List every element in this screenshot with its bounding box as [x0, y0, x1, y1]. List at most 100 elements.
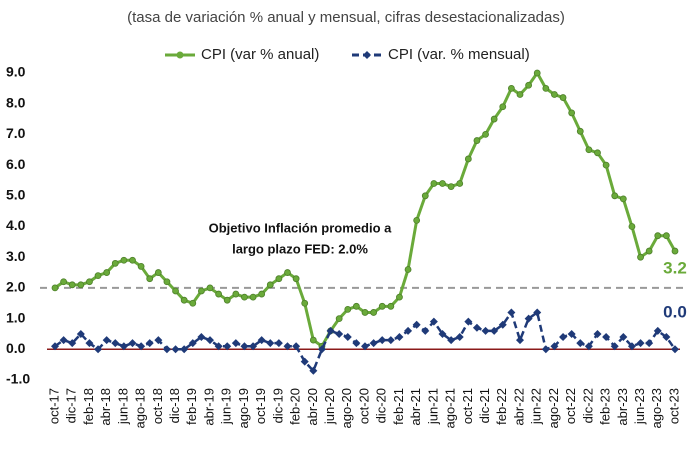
x-tick-label: dic-17 — [64, 388, 79, 423]
x-tick-label: ago-23 — [649, 388, 664, 428]
point — [274, 339, 283, 348]
x-tick-label: dic-20 — [374, 388, 389, 423]
point — [86, 278, 93, 286]
x-tick-label: abr-19 — [201, 388, 216, 426]
point — [326, 326, 335, 335]
x-tick-label: feb-23 — [598, 388, 613, 425]
point — [611, 192, 619, 200]
point — [145, 339, 154, 348]
point — [447, 183, 455, 190]
point — [386, 336, 395, 345]
point — [317, 345, 326, 354]
point — [421, 326, 430, 335]
point — [223, 296, 231, 304]
point — [369, 339, 378, 348]
x-tick-label: oct-18 — [150, 388, 165, 424]
point — [533, 308, 542, 317]
point — [439, 180, 446, 187]
point — [197, 333, 206, 342]
point — [352, 339, 361, 348]
x-tick-label: oct-19 — [253, 388, 268, 424]
point — [266, 281, 274, 289]
point — [292, 275, 300, 283]
point — [249, 293, 257, 301]
point — [300, 357, 309, 366]
x-tick-label: ago-20 — [339, 388, 354, 428]
point — [352, 302, 360, 310]
point — [654, 232, 662, 240]
chart-subtitle: (tasa de variación % anual y mensual, ci… — [127, 9, 565, 26]
point — [525, 81, 533, 89]
point — [68, 339, 77, 348]
x-tick-label: feb-20 — [288, 388, 303, 425]
point — [412, 320, 421, 329]
point — [430, 180, 438, 187]
point — [171, 345, 180, 354]
point — [77, 281, 85, 289]
y-tick-label: 2.0 — [6, 279, 26, 295]
point — [499, 103, 507, 111]
point — [361, 342, 369, 351]
point — [619, 333, 628, 342]
point — [103, 269, 111, 276]
point — [180, 345, 189, 354]
point — [240, 342, 249, 351]
point — [128, 339, 137, 348]
x-tick-label: abr-18 — [98, 388, 113, 426]
point — [111, 259, 119, 267]
point — [516, 91, 524, 98]
point — [102, 336, 111, 345]
point — [662, 232, 670, 240]
point — [473, 137, 481, 144]
point — [137, 342, 146, 351]
point — [576, 127, 584, 135]
point — [51, 284, 59, 292]
point — [541, 345, 550, 354]
x-tick-label: ago-21 — [443, 388, 458, 428]
point — [645, 247, 653, 255]
point — [344, 305, 352, 313]
point — [257, 336, 266, 345]
point — [292, 342, 301, 351]
x-tick-label: dic-21 — [477, 388, 492, 423]
point — [68, 281, 76, 289]
point — [456, 180, 464, 187]
point — [266, 339, 275, 348]
point — [189, 299, 197, 307]
point — [154, 269, 162, 276]
point — [94, 345, 103, 354]
point — [636, 339, 645, 348]
point — [653, 326, 662, 335]
point — [154, 336, 163, 345]
point — [516, 336, 524, 345]
point — [455, 333, 464, 342]
point — [533, 69, 541, 77]
point — [585, 146, 593, 154]
point — [119, 342, 128, 351]
x-tick-label: feb-18 — [81, 388, 96, 425]
point — [550, 342, 559, 351]
point — [542, 84, 550, 92]
point — [301, 299, 309, 307]
point — [610, 342, 619, 351]
y-tick-label: -1.0 — [6, 371, 30, 387]
point — [343, 333, 352, 342]
x-tick-label: oct-21 — [460, 388, 475, 424]
target-label: Objetivo Inflación promedio a — [209, 220, 393, 235]
x-tick-label: abr-22 — [511, 388, 526, 426]
point — [602, 161, 610, 169]
point — [249, 342, 258, 351]
point — [602, 333, 611, 342]
point — [627, 342, 636, 351]
point — [232, 290, 240, 298]
point — [490, 115, 498, 123]
point — [172, 287, 179, 295]
point — [60, 278, 68, 286]
point — [568, 109, 576, 117]
y-tick-label: 9.0 — [6, 64, 26, 80]
x-tick-label: oct-17 — [46, 388, 61, 424]
x-tick-label: feb-19 — [184, 388, 199, 425]
point — [137, 263, 145, 270]
point — [619, 195, 627, 203]
